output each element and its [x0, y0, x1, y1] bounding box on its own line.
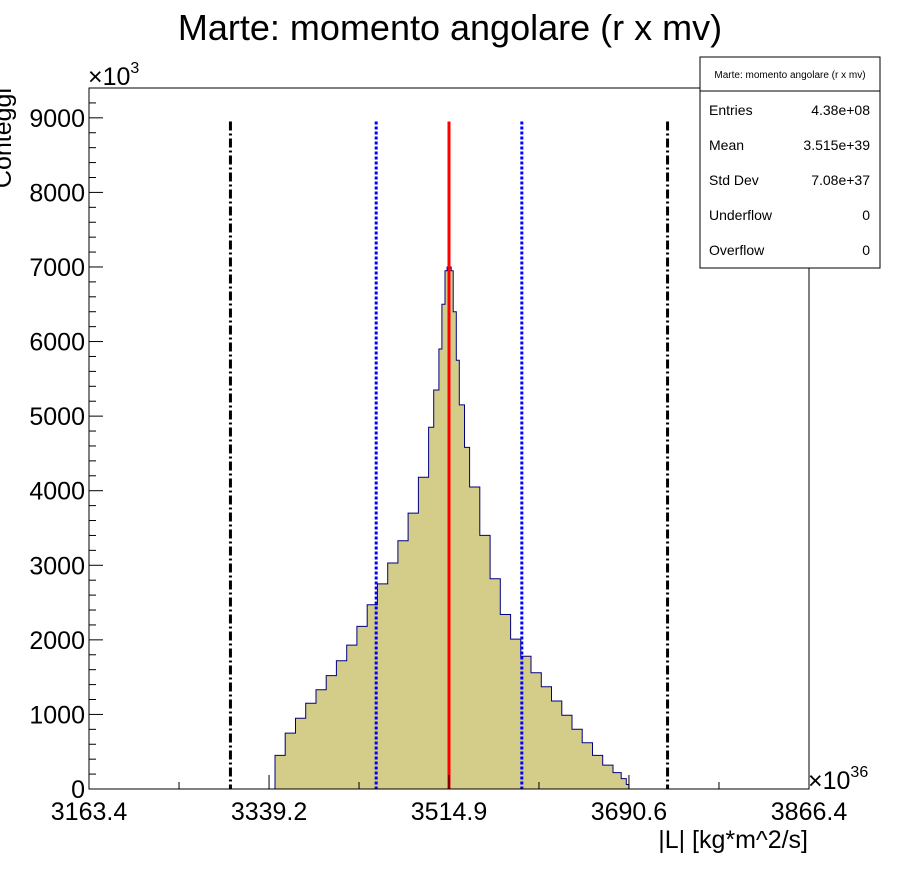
stats-box: Marte: momento angolare (r x mv) Entries… [699, 56, 881, 269]
stats-value: 0 [862, 207, 870, 223]
stats-label: Mean [709, 137, 744, 153]
stats-title: Marte: momento angolare (r x mv) [714, 70, 865, 81]
svg-text:×103: ×103 [88, 60, 139, 91]
y-tick-label: 2000 [29, 627, 85, 655]
x-tick-label: 3866.4 [771, 798, 848, 826]
stats-label: Std Dev [709, 172, 759, 188]
y-tick-label: 4000 [29, 478, 85, 506]
y-tick-label: 0 [71, 776, 85, 804]
x-multiplier-base: ×10 [808, 767, 850, 795]
y-axis: 0 1000 2000 3000 4000 5000 6000 7000 8000 9000 [29, 87, 103, 804]
stats-label: Underflow [709, 207, 773, 223]
stats-value: 0 [862, 242, 870, 258]
y-multiplier-exp: 3 [130, 60, 139, 77]
svg-text:×1036: ×1036 [808, 764, 868, 795]
y-tick-label: 9000 [29, 105, 85, 133]
x-axis-label: |L| [kg*m^2/s] [658, 826, 808, 854]
x-tick-label: 3163.4 [51, 798, 128, 826]
y-tick-label: 3000 [29, 552, 85, 580]
x-tick-label: 3339.2 [231, 798, 307, 826]
y-tick-label: 5000 [29, 403, 85, 431]
y-tick-label: 7000 [29, 254, 85, 282]
stats-label: Entries [709, 102, 753, 118]
stats-value: 3.515e+39 [803, 137, 870, 153]
x-tick-label: 3514.9 [411, 798, 487, 826]
x-axis: 3163.4 3339.2 3514.9 3690.6 3866.4 [51, 775, 848, 826]
y-tick-label: 6000 [29, 329, 85, 357]
y-tick-label: 8000 [29, 179, 85, 207]
x-multiplier-exp: 36 [850, 764, 868, 781]
stats-value: 7.08e+37 [811, 172, 870, 188]
reference-lines [228, 121, 670, 789]
x-multiplier: ×1036 [808, 764, 868, 795]
y-axis-label: Conteggi [0, 88, 17, 188]
y-multiplier-base: ×10 [88, 63, 130, 91]
histogram-outline [269, 266, 630, 790]
y-tick-label: 1000 [29, 701, 85, 729]
stats-label: Overflow [709, 242, 765, 258]
x-tick-label: 3690.6 [591, 798, 667, 826]
stats-value: 4.38e+08 [811, 102, 870, 118]
chart-title: Marte: momento angolare (r x mv) [178, 7, 722, 48]
y-multiplier: ×103 [88, 60, 139, 91]
